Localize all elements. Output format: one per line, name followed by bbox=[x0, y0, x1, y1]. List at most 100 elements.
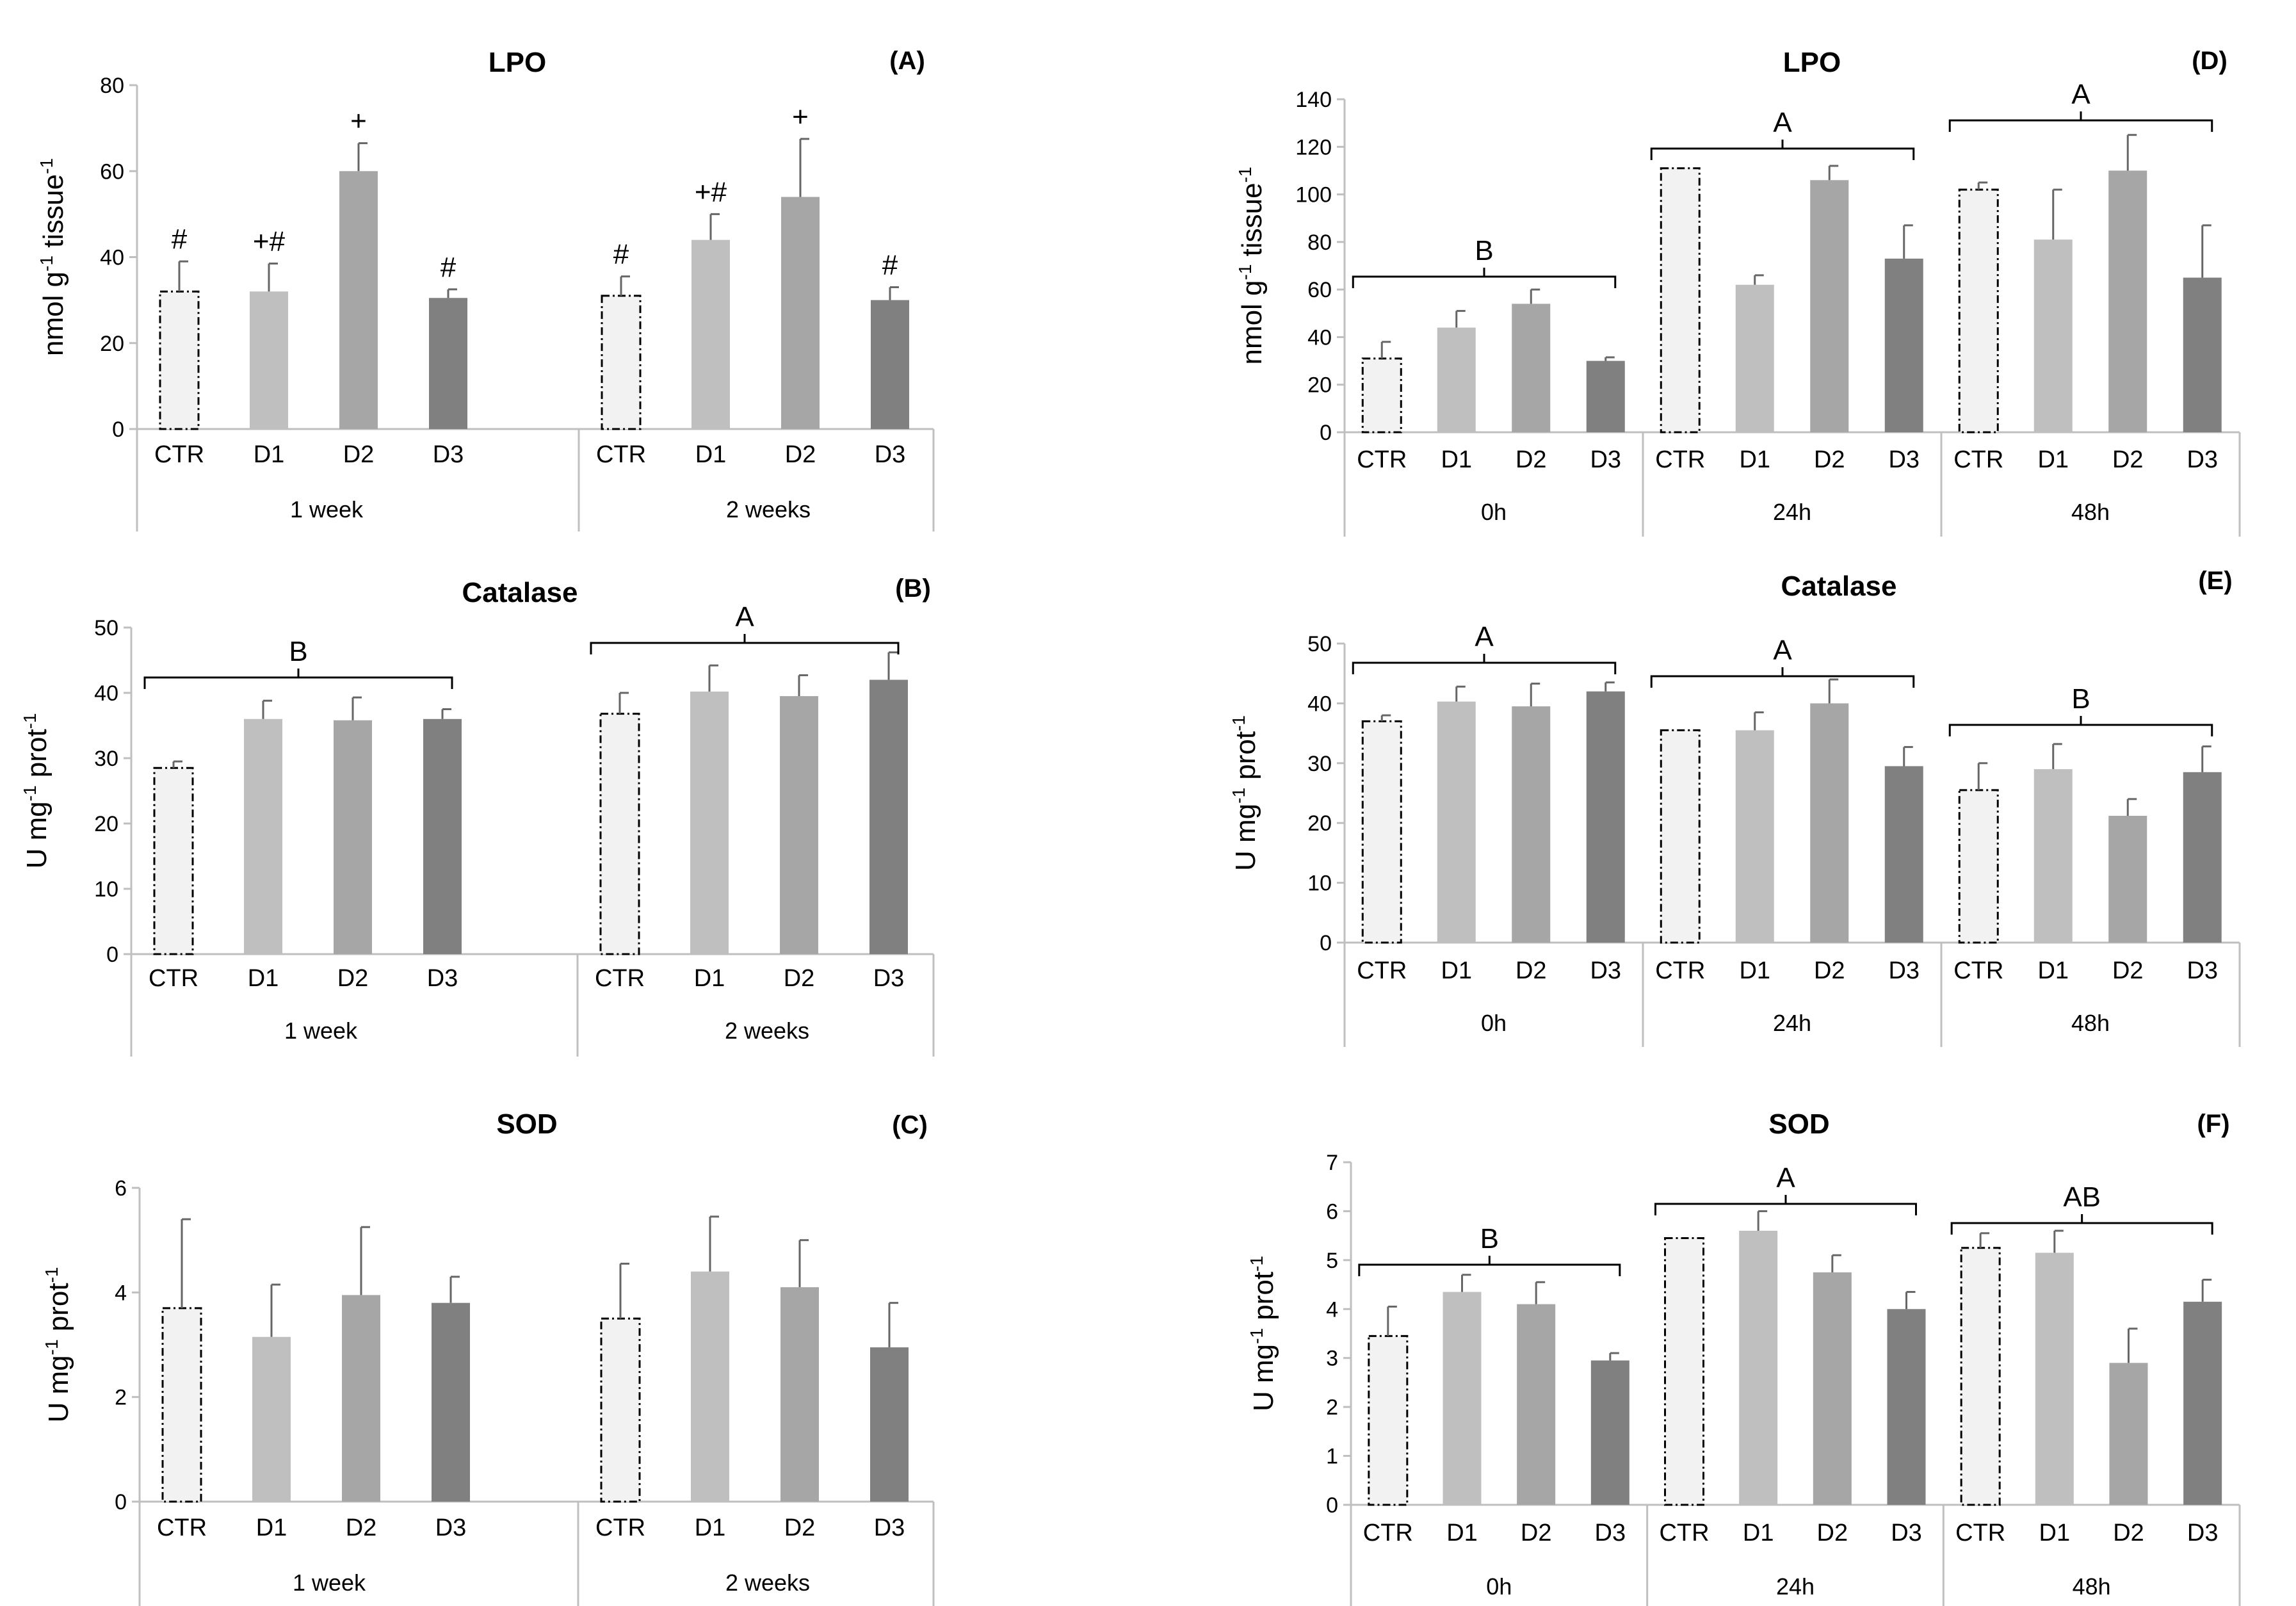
y-axis-label-part: -1 bbox=[42, 1267, 61, 1283]
y-axis-label-part: U mg bbox=[21, 801, 53, 868]
bar-ctr bbox=[1660, 729, 1701, 944]
group-label: 2 weeks bbox=[726, 496, 811, 523]
bar-ctr bbox=[600, 1317, 641, 1503]
x-tick-label: D3 bbox=[873, 965, 905, 992]
y-tick-label: 2 bbox=[115, 1386, 127, 1410]
x-tick-label: D2 bbox=[1516, 957, 1547, 984]
bar-ctr bbox=[1368, 1334, 1409, 1506]
y-tick-label: 40 bbox=[100, 246, 124, 270]
y-axis-label-part: -1 bbox=[1247, 1328, 1266, 1344]
bar-d2 bbox=[780, 1287, 819, 1502]
y-tick-label: 6 bbox=[1326, 1199, 1338, 1224]
significance-mark: +# bbox=[695, 176, 727, 207]
y-axis-label: nmol g-1 tissue-1 bbox=[36, 158, 69, 356]
group-label: 0h bbox=[1486, 1573, 1512, 1600]
bracket-label: A bbox=[1475, 621, 1494, 653]
group-bracket bbox=[143, 669, 453, 689]
x-tick-label: D3 bbox=[1590, 957, 1621, 984]
group-bracket bbox=[1650, 667, 1915, 688]
y-tick-label: 20 bbox=[1307, 811, 1332, 836]
y-axis-label: U mg-1 prot-1 bbox=[1229, 715, 1261, 871]
x-tick-label: D1 bbox=[2039, 1520, 2071, 1546]
chart-title: LPO bbox=[489, 47, 546, 78]
bar-ctr bbox=[1361, 720, 1402, 944]
bar-d2 bbox=[334, 720, 372, 954]
y-axis-label-part: -1 bbox=[1229, 788, 1249, 804]
x-tick-label: D3 bbox=[1888, 957, 1920, 984]
x-tick-label: D1 bbox=[1446, 1520, 1478, 1546]
y-tick-label: 6 bbox=[115, 1176, 127, 1201]
bar-d1 bbox=[1739, 1231, 1778, 1505]
x-tick-label: D1 bbox=[1441, 957, 1472, 984]
y-axis-label-part: -1 bbox=[1235, 166, 1255, 182]
x-tick-label: D2 bbox=[2112, 446, 2144, 473]
y-tick-label: 30 bbox=[94, 747, 118, 771]
bar-d2 bbox=[1512, 706, 1551, 943]
y-tick-label: 30 bbox=[1307, 752, 1332, 776]
y-tick-label: 50 bbox=[94, 616, 118, 640]
y-tick-label: 140 bbox=[1295, 88, 1332, 112]
group-label: 1 week bbox=[293, 1570, 366, 1596]
x-tick-label: D1 bbox=[256, 1514, 287, 1541]
y-axis-label-part: -1 bbox=[1229, 715, 1249, 731]
y-tick-label: 80 bbox=[1307, 231, 1332, 255]
x-tick-label: D1 bbox=[695, 441, 727, 468]
y-axis-label-part: U mg bbox=[43, 1355, 74, 1422]
y-tick-label: 0 bbox=[115, 1490, 127, 1514]
group-bracket bbox=[1948, 111, 2213, 132]
significance-mark: + bbox=[792, 101, 809, 133]
chart-title: Catalase bbox=[462, 577, 578, 608]
bar-d1 bbox=[691, 239, 730, 429]
group-bracket bbox=[1654, 1195, 1917, 1215]
y-axis-label-part: -1 bbox=[20, 785, 40, 801]
x-tick-label: D2 bbox=[343, 441, 375, 468]
bar-ctr bbox=[1960, 1247, 2001, 1506]
panel-letter: (D) bbox=[2192, 47, 2227, 75]
bracket-label: A bbox=[735, 601, 754, 633]
bar-ctr bbox=[153, 766, 194, 955]
bracket-label: A bbox=[1773, 635, 1792, 666]
y-axis-label: U mg-1 prot-1 bbox=[42, 1267, 74, 1423]
x-tick-label: CTR bbox=[1363, 1520, 1413, 1546]
y-axis-label-part: prot bbox=[43, 1283, 74, 1339]
significance-mark: # bbox=[882, 249, 898, 280]
y-tick-label: 0 bbox=[112, 418, 124, 442]
panel-letter: (B) bbox=[895, 574, 931, 603]
x-tick-label: CTR bbox=[1655, 957, 1705, 984]
bar-d3 bbox=[1590, 1360, 1629, 1505]
group-label: 48h bbox=[2071, 1010, 2110, 1036]
y-tick-label: 40 bbox=[94, 681, 118, 706]
y-axis-label-part: prot bbox=[1248, 1272, 1279, 1328]
group-label: 24h bbox=[1776, 1573, 1815, 1600]
bar-d2 bbox=[2109, 1363, 2148, 1505]
group-bracket bbox=[1650, 140, 1915, 160]
bar-d1 bbox=[1437, 327, 1476, 432]
x-tick-label: D3 bbox=[427, 965, 458, 992]
x-tick-label: CTR bbox=[1357, 957, 1407, 984]
significance-mark: +# bbox=[253, 226, 286, 257]
chart-title: Catalase bbox=[1781, 571, 1896, 602]
x-tick-label: D3 bbox=[435, 1514, 467, 1541]
chart-title: SOD bbox=[496, 1108, 557, 1140]
y-axis-label-part: tissue bbox=[38, 174, 69, 256]
x-tick-label: D2 bbox=[785, 441, 816, 468]
x-tick-label: D1 bbox=[2037, 957, 2069, 984]
x-tick-label: D2 bbox=[337, 965, 369, 992]
group-label: 1 week bbox=[284, 1018, 358, 1044]
x-tick-label: D3 bbox=[433, 441, 464, 468]
x-tick-label: CTR bbox=[1953, 446, 2003, 473]
x-tick-label: D2 bbox=[1817, 1520, 1848, 1546]
y-tick-label: 20 bbox=[1307, 373, 1332, 398]
significance-mark: # bbox=[441, 252, 457, 283]
bar-d3 bbox=[2183, 277, 2222, 432]
x-tick-label: D2 bbox=[784, 965, 815, 992]
bar-d2 bbox=[1512, 304, 1551, 432]
y-tick-label: 50 bbox=[1307, 632, 1332, 656]
bar-d2 bbox=[1810, 180, 1849, 432]
group-bracket bbox=[1352, 654, 1617, 674]
x-tick-label: CTR bbox=[1655, 446, 1705, 473]
group-bracket bbox=[1352, 268, 1617, 288]
y-tick-label: 10 bbox=[1307, 872, 1332, 896]
y-axis-label-part: nmol g bbox=[38, 272, 69, 356]
